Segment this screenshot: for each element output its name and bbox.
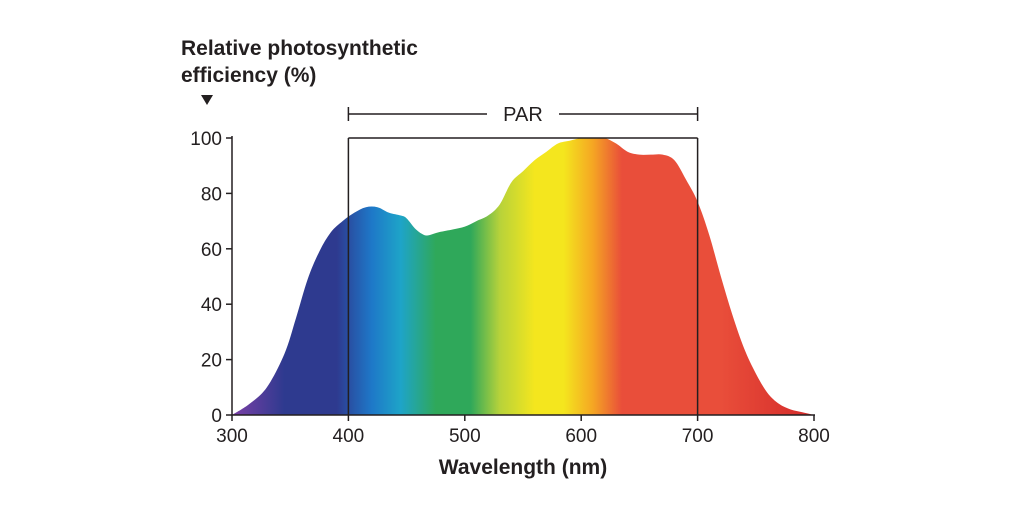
x-tick-label: 600: [565, 426, 597, 447]
x-axis-label: Wavelength (nm): [439, 456, 607, 479]
x-ticks: 300 400 500 600 700 800: [216, 415, 830, 447]
x-tick-label: 400: [333, 426, 365, 447]
y-axis-label-line2: efficiency (%): [181, 64, 316, 87]
x-tick-label: 300: [216, 426, 248, 447]
down-arrow-icon: [201, 95, 213, 105]
y-tick-label: 0: [211, 406, 222, 427]
axes: [231, 136, 815, 416]
par-annotation: PAR: [347, 104, 699, 415]
par-label: PAR: [503, 104, 543, 126]
x-tick-label: 700: [682, 426, 714, 447]
y-axis-label-line1: Relative photosynthetic: [181, 37, 418, 60]
x-tick-label: 800: [798, 426, 830, 447]
y-ticks: 0 20 40 60 80 100: [190, 129, 232, 427]
efficiency-area: [232, 137, 814, 415]
y-tick-label: 100: [190, 129, 222, 150]
y-tick-label: 20: [201, 351, 222, 372]
y-tick-label: 60: [201, 240, 222, 261]
x-tick-label: 500: [449, 426, 481, 447]
y-tick-label: 40: [201, 295, 222, 316]
y-tick-label: 80: [201, 184, 222, 205]
